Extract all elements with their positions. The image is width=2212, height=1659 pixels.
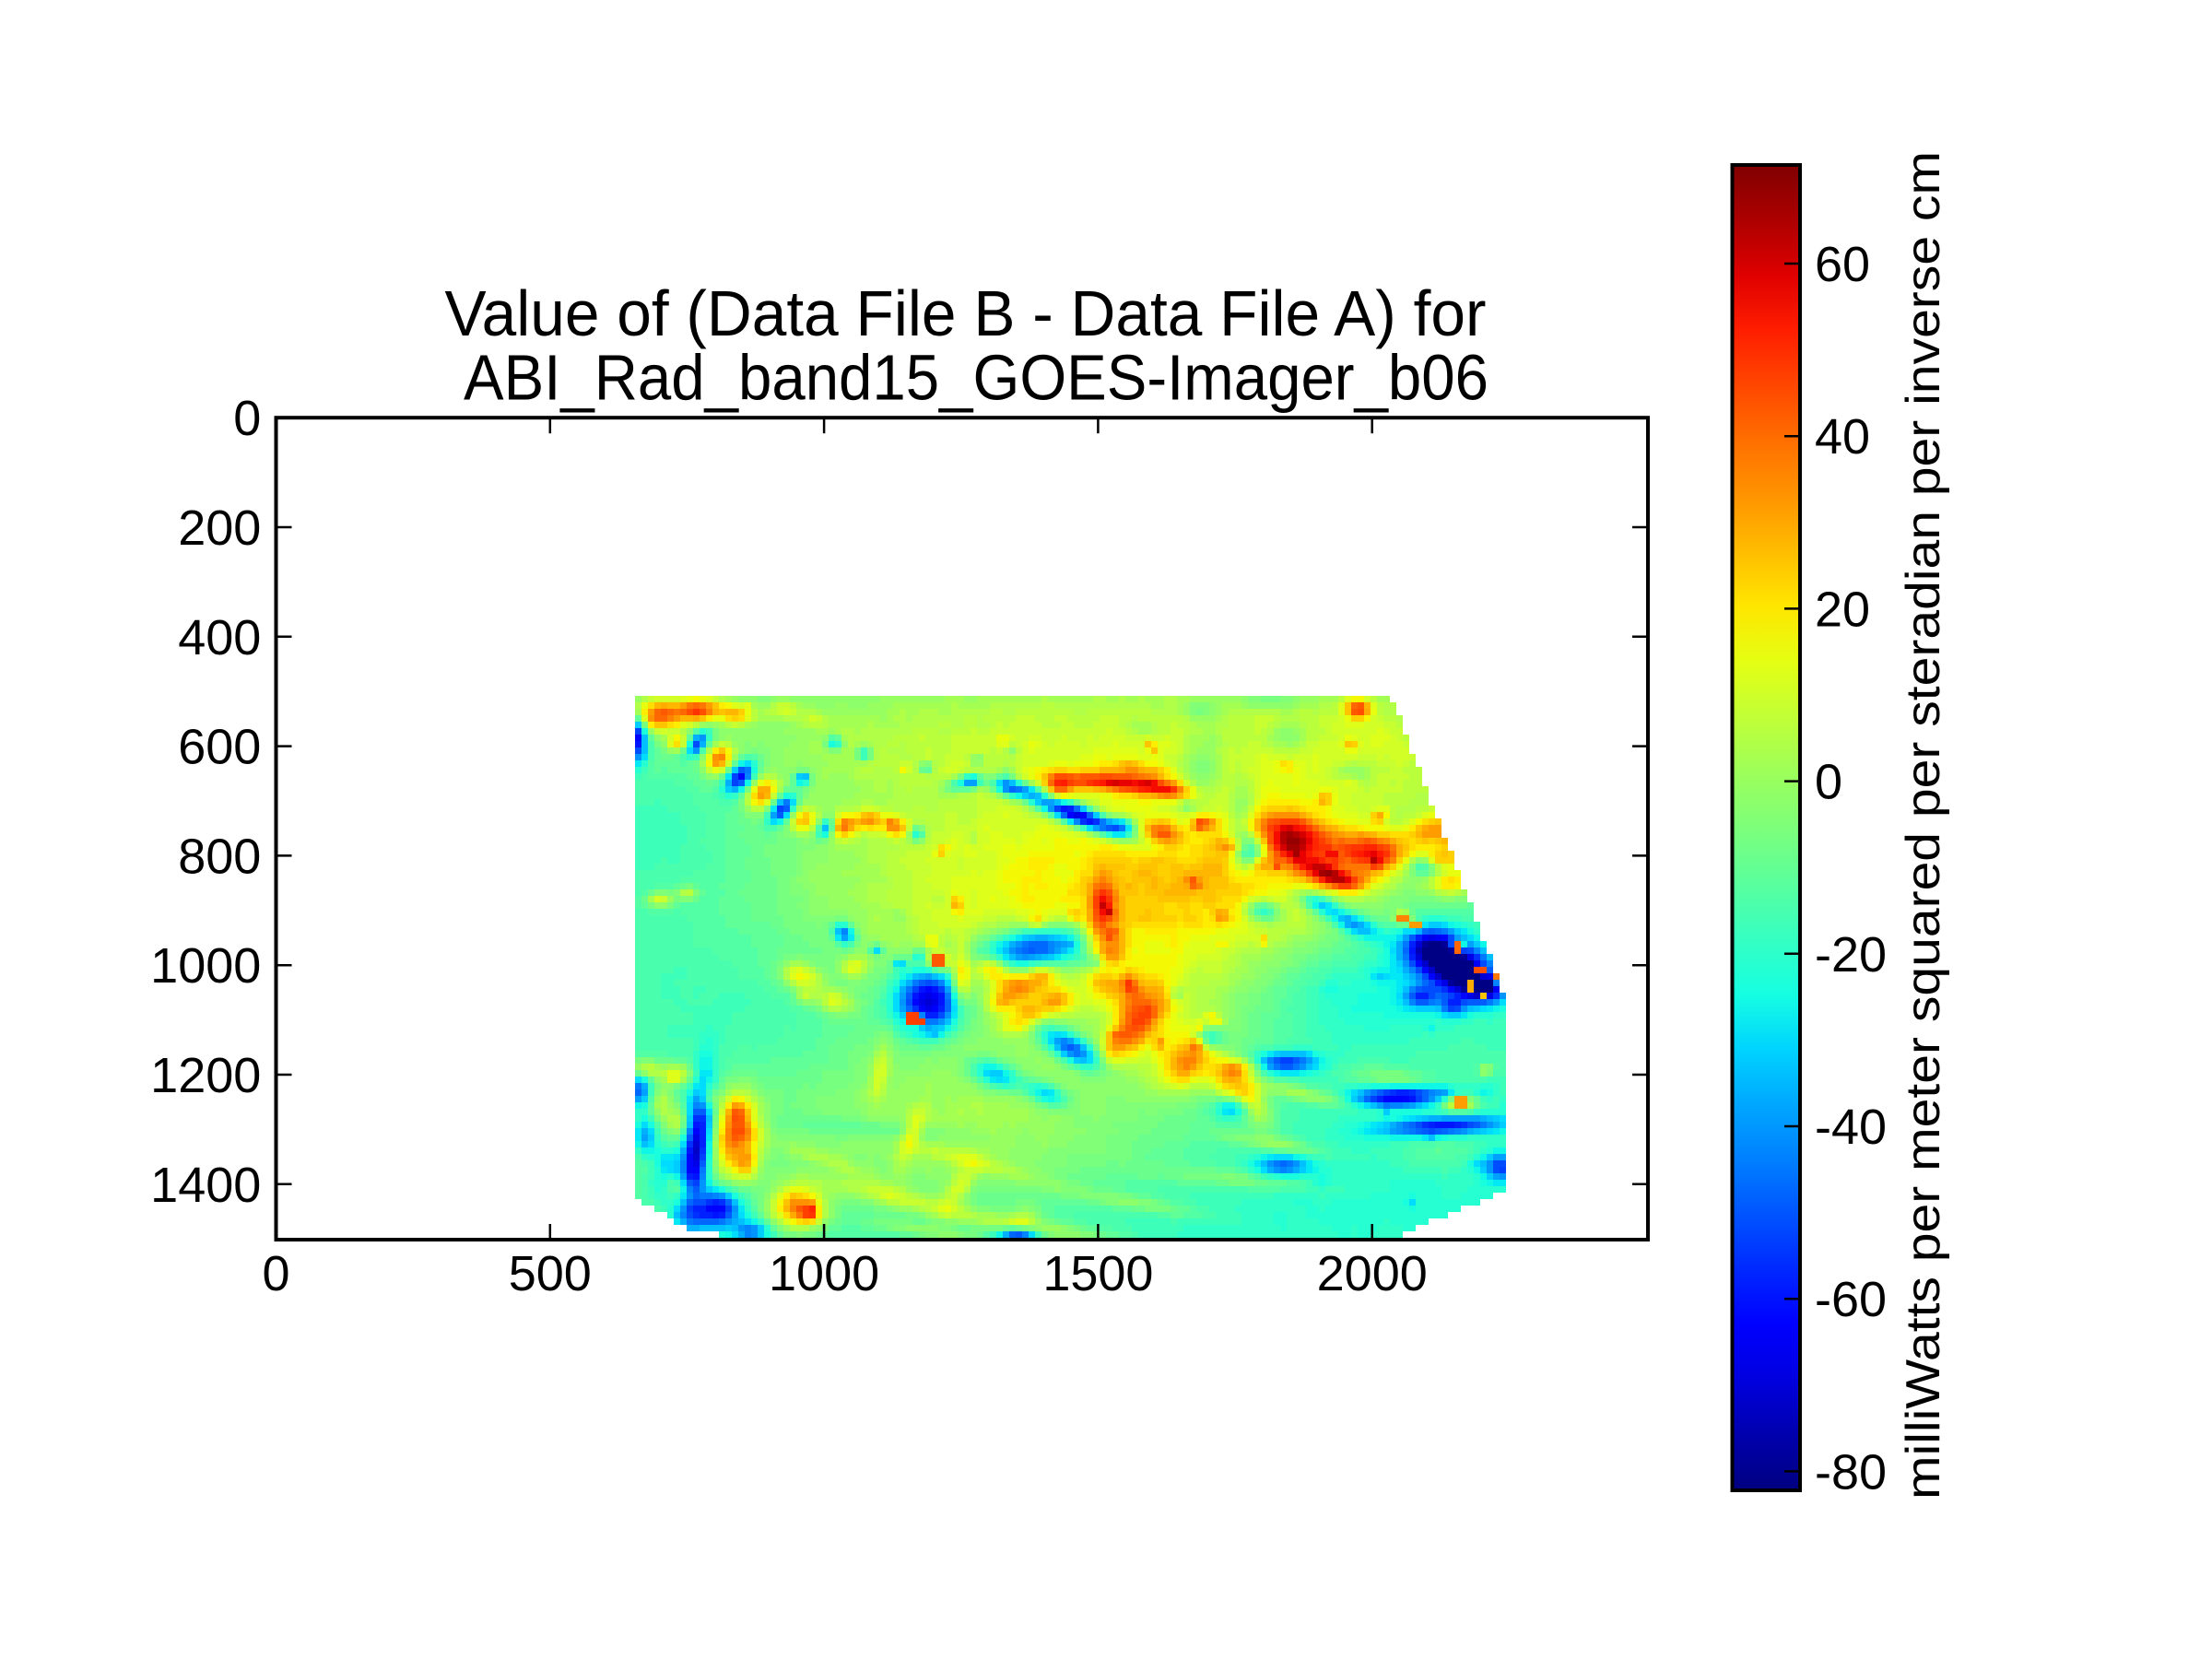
svg-text:2000: 2000	[1317, 1246, 1428, 1301]
svg-text:400: 400	[178, 610, 261, 665]
svg-text:500: 500	[509, 1246, 592, 1301]
svg-text:milliWatts per meter squared p: milliWatts per meter squared per steradi…	[1897, 151, 1950, 1500]
svg-text:Value of (Data File B - Data F: Value of (Data File B - Data File A) for	[445, 277, 1487, 349]
svg-text:ABI_Rad_band15_GOES-Imager_b06: ABI_Rad_band15_GOES-Imager_b06	[464, 342, 1488, 414]
svg-text:60: 60	[1815, 237, 1870, 292]
svg-text:600: 600	[178, 720, 261, 775]
svg-text:0: 0	[233, 391, 261, 446]
svg-text:0: 0	[262, 1246, 289, 1301]
svg-text:200: 200	[178, 500, 261, 556]
svg-text:1200: 1200	[150, 1048, 261, 1103]
svg-text:1000: 1000	[769, 1246, 879, 1301]
svg-text:-40: -40	[1815, 1100, 1887, 1155]
svg-text:1400: 1400	[150, 1158, 261, 1213]
svg-text:1000: 1000	[150, 938, 261, 994]
svg-text:40: 40	[1815, 409, 1870, 465]
svg-text:1500: 1500	[1042, 1246, 1153, 1301]
svg-text:800: 800	[178, 829, 261, 884]
svg-text:-60: -60	[1815, 1272, 1887, 1327]
svg-text:20: 20	[1815, 582, 1870, 637]
svg-text:-20: -20	[1815, 927, 1887, 982]
svg-text:-80: -80	[1815, 1444, 1887, 1500]
svg-text:0: 0	[1815, 755, 1842, 810]
